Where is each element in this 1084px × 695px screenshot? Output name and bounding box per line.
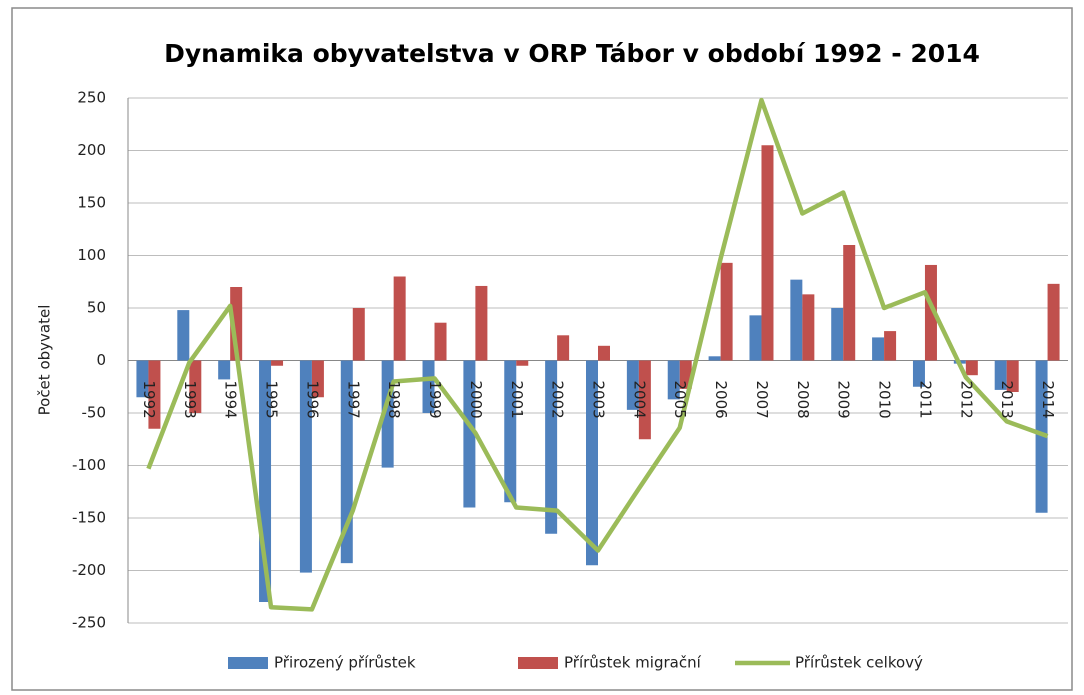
bar — [586, 360, 598, 566]
x-tick-label: 2010 — [876, 381, 894, 419]
x-tick-label: 2005 — [671, 381, 689, 419]
x-tick-label: 2013 — [998, 381, 1016, 419]
chart-border — [11, 7, 1073, 691]
legend-label: Přírůstek celkový — [795, 654, 923, 672]
x-tick-label: 1994 — [222, 381, 240, 419]
x-tick-label: 2003 — [590, 381, 608, 419]
bar — [557, 335, 570, 361]
bar — [667, 360, 680, 400]
x-tick-label: 1998 — [385, 381, 403, 419]
bar — [965, 360, 978, 376]
bar — [924, 264, 937, 361]
x-tick-label: 2007 — [753, 381, 771, 419]
x-tick-label: 1997 — [344, 381, 362, 419]
legend-swatch — [228, 657, 268, 669]
y-tick-label: 100 — [77, 246, 106, 264]
x-tick-label: 2000 — [467, 381, 485, 419]
x-tick-label: 2006 — [712, 381, 730, 419]
y-tick-label: 200 — [77, 141, 106, 159]
bar — [708, 356, 721, 361]
y-tick-label: 50 — [87, 299, 106, 317]
x-tick-label: 2008 — [794, 381, 812, 419]
bar — [271, 360, 284, 366]
bar — [463, 360, 476, 508]
x-tick-label: 2001 — [508, 381, 526, 419]
bar — [912, 360, 925, 387]
x-tick-label: 2012 — [957, 381, 975, 419]
bar — [872, 337, 885, 361]
bar — [831, 308, 844, 361]
bar — [994, 360, 1007, 390]
bar — [884, 331, 897, 361]
bar — [516, 360, 529, 366]
bar — [504, 360, 517, 503]
bar — [1047, 283, 1060, 361]
y-tick-label: 150 — [77, 194, 106, 212]
bar — [761, 145, 774, 361]
bar — [148, 360, 161, 429]
x-tick-label: 2004 — [630, 381, 648, 419]
bar — [1006, 360, 1019, 392]
bar — [434, 322, 447, 361]
x-tick-label: 1996 — [303, 381, 321, 419]
bar — [598, 345, 610, 361]
y-tick-label: -200 — [72, 561, 106, 579]
y-tick-label: -50 — [82, 404, 107, 422]
bar — [352, 308, 365, 361]
x-tick-label: 2014 — [1039, 381, 1057, 419]
bar — [189, 360, 202, 413]
bar — [218, 360, 231, 380]
y-tick-label: -250 — [72, 614, 106, 632]
bar — [299, 360, 312, 573]
chart-title: Dynamika obyvatelstva v ORP Tábor v obdo… — [164, 39, 980, 68]
bar — [843, 245, 856, 361]
y-tick-label: -100 — [72, 456, 106, 474]
y-tick-label: 250 — [77, 89, 106, 107]
x-tick-label: 1999 — [426, 381, 444, 419]
bar — [177, 310, 190, 361]
bar — [626, 360, 639, 410]
bar — [311, 360, 324, 398]
y-axis-title: Počet obyvatel — [36, 305, 54, 416]
bar — [422, 360, 435, 413]
x-tick-label: 2011 — [916, 381, 934, 419]
bar — [638, 360, 651, 440]
x-tick-label: 2009 — [835, 381, 853, 419]
bar — [790, 279, 803, 361]
legend-label: Přirozený přírůstek — [274, 654, 416, 672]
line — [146, 97, 1049, 612]
y-tick-label: -150 — [72, 509, 106, 527]
bar — [802, 294, 815, 361]
bar — [749, 315, 762, 361]
x-tick-label: 2002 — [549, 381, 567, 419]
legend-label: Přírůstek migrační — [564, 654, 702, 672]
bar — [720, 262, 733, 361]
legend-swatch — [518, 657, 558, 669]
bar — [393, 276, 406, 361]
x-tick-label: 1992 — [140, 381, 158, 419]
bar — [545, 360, 558, 534]
x-tick-label: 1995 — [263, 381, 281, 419]
bar — [1035, 360, 1048, 513]
x-tick-label: 1993 — [181, 381, 199, 419]
y-tick-label: 0 — [96, 351, 106, 369]
bar — [475, 285, 488, 361]
bar — [136, 360, 149, 398]
